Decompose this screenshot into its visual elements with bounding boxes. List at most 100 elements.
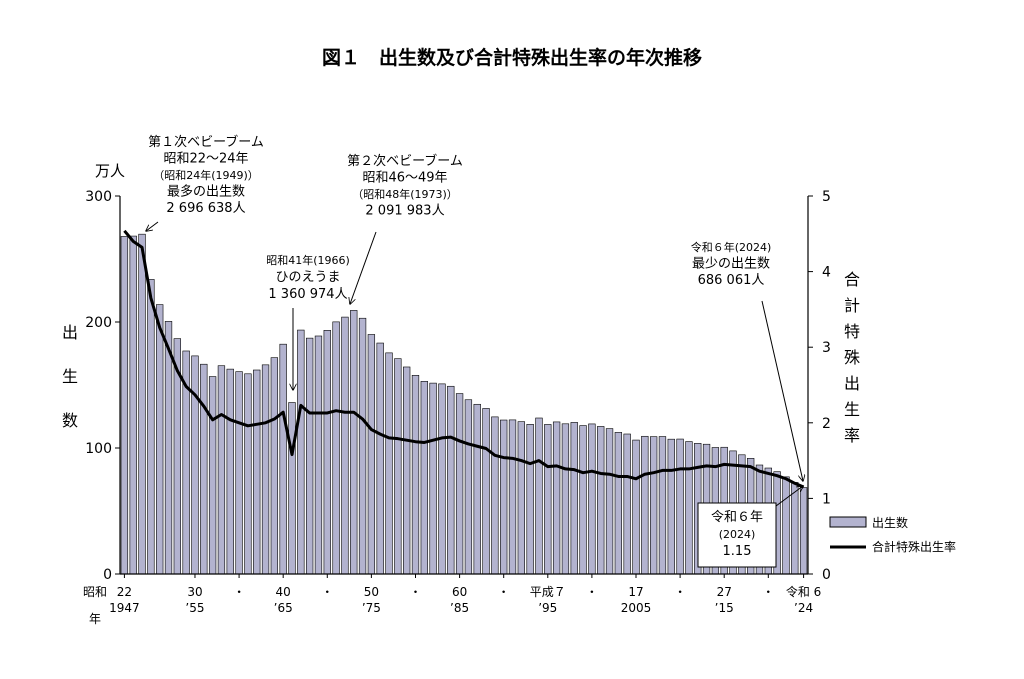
bar-2002 xyxy=(605,428,614,575)
bar-1990 xyxy=(500,419,508,575)
annotation-first-boom-line-1: 昭和22～24年 xyxy=(163,152,248,167)
annotation-hinoeuma-line-1: ひのえうま xyxy=(275,270,340,285)
axes: 0 100 200 300 0 1 2 3 4 5 xyxy=(85,189,831,583)
bar-1955 xyxy=(191,355,199,575)
legend-line-label: 合計特殊出生率 xyxy=(872,539,956,554)
xtick-western-1955: ’55 xyxy=(185,601,204,615)
bar-1959 xyxy=(226,368,234,575)
xtick-era-1990: ・ xyxy=(498,585,510,599)
ytick-label-right-5: 5 xyxy=(822,189,831,205)
annotation-first-boom-line-2: （昭和24年(1949)） xyxy=(153,168,259,182)
ytick-label-left-300: 300 xyxy=(85,189,112,205)
bar-1978 xyxy=(394,358,402,575)
ytick-label-right-4: 4 xyxy=(822,265,831,281)
xtick-era-1975: 50 xyxy=(364,585,379,599)
bar-1970 xyxy=(323,330,331,575)
annotation-2024-tfr-line-2: 1.15 xyxy=(723,544,752,559)
bar-1980 xyxy=(411,374,420,575)
bar-2008 xyxy=(658,436,667,575)
bar-1967 xyxy=(297,329,305,575)
annotation-second-boom-line-1: 昭和46～49年 xyxy=(362,171,447,186)
bar-1948 xyxy=(129,235,137,575)
annotation-hinoeuma-line-2: 1 360 974人 xyxy=(268,287,347,302)
annotation-second-boom-line-2: （昭和48年(1973)） xyxy=(352,187,458,201)
bar-1982 xyxy=(429,382,437,575)
xtick-western-1985: ’85 xyxy=(450,601,469,615)
xtick-era-1970: ・ xyxy=(321,585,333,599)
bar-1965 xyxy=(279,343,287,575)
xtick-era-2010: ・ xyxy=(674,585,686,599)
bar-2023 xyxy=(791,482,799,575)
bar-1989 xyxy=(491,416,499,575)
legend-bar-label: 出生数 xyxy=(872,515,908,530)
bar-1991 xyxy=(508,419,517,575)
ytick-label-left-100: 100 xyxy=(85,441,112,457)
bar-1993 xyxy=(526,424,534,575)
legend: 出生数 合計特殊出生率 xyxy=(829,515,956,554)
bar-1996 xyxy=(552,421,561,575)
ylabel-left-char: 数 xyxy=(62,411,78,430)
xtick-western-2005: 2005 xyxy=(621,601,652,615)
ylabel-right-char: 合 xyxy=(844,270,860,289)
annotation-2024-births-line-0: 令和６年(2024) xyxy=(691,240,772,254)
annotation-2024-tfr-box xyxy=(697,502,777,568)
ylabel-right-char: 特 xyxy=(844,322,860,341)
xtick-western-1995: ’95 xyxy=(538,601,557,615)
bar-1985 xyxy=(455,393,464,575)
xtick-era-2024: 令和 6 xyxy=(786,584,821,599)
xtick-era-2005: 17 xyxy=(628,585,643,599)
xtick-western-1975: ’75 xyxy=(362,601,381,615)
ytick-label-left-0: 0 xyxy=(103,567,112,583)
bar-1951 xyxy=(156,304,164,575)
annotation-2024-tfr-line-1: (2024) xyxy=(719,528,756,541)
bar-1994 xyxy=(535,417,543,575)
ylabel-right-char: 殊 xyxy=(844,348,860,367)
bar-1998 xyxy=(570,422,578,575)
bar-1956 xyxy=(200,363,208,575)
birth-bars xyxy=(120,233,808,575)
bar-2024 xyxy=(799,487,808,575)
xtick-era-1995: 平成７ xyxy=(530,585,566,599)
annotation-2024-births-line-2: 686 061人 xyxy=(698,273,765,288)
bar-1976 xyxy=(376,342,384,575)
ylabel-right: 合計特殊出生率 xyxy=(844,270,860,445)
annotation-second-boom-line-3: 2 091 983人 xyxy=(365,204,444,219)
bar-1969 xyxy=(314,335,323,575)
xtick-western-1965: ’65 xyxy=(274,601,293,615)
legend-bar-swatch xyxy=(829,516,867,528)
bar-1977 xyxy=(385,352,393,575)
x-corner-year: 年 xyxy=(89,612,101,626)
annotation-hinoeuma-line-0: 昭和41年(1966) xyxy=(266,253,350,267)
x-tick-labels: 22 1947 30 ’55 ・ 40 ’65 ・ 50 ’75 ・ 60 ’85 ・ 平成７ ’95 ・ 17 2… xyxy=(83,574,821,626)
bar-1957 xyxy=(208,376,217,575)
bar-1952 xyxy=(164,321,173,575)
xtick-era-2020: ・ xyxy=(762,585,774,599)
y-unit-label: 万人 xyxy=(95,162,125,180)
bar-1992 xyxy=(517,421,525,575)
bar-2000 xyxy=(588,423,596,575)
xtick-era-1985: 60 xyxy=(452,585,467,599)
xtick-era-1965: 40 xyxy=(276,585,291,599)
xtick-era-2000: ・ xyxy=(586,585,598,599)
bar-1984 xyxy=(447,385,455,575)
ylabel-right-char: 率 xyxy=(844,426,860,445)
bar-1947 xyxy=(120,236,129,575)
ytick-label-left-200: 200 xyxy=(85,315,112,331)
xtick-era-1947: 22 xyxy=(117,585,132,599)
bar-1974 xyxy=(358,317,367,575)
xtick-era-1980: ・ xyxy=(409,585,421,599)
ylabel-left-char: 生 xyxy=(62,367,78,386)
bar-2011 xyxy=(685,441,693,575)
bar-1958 xyxy=(217,365,226,575)
ytick-label-right-2: 2 xyxy=(822,416,831,432)
annotation-2024-tfr-line-0: 令和６年 xyxy=(711,510,763,525)
bar-1983 xyxy=(438,383,446,575)
xtick-western-2015: ’15 xyxy=(715,601,734,615)
annotation-first-boom-line-3: 最多の出生数 xyxy=(167,184,245,200)
ylabel-right-char: 計 xyxy=(844,296,860,315)
annotation-first-boom-line-0: 第１次ベビーブーム xyxy=(148,134,264,150)
bar-1972 xyxy=(341,316,349,575)
bar-1987 xyxy=(473,403,481,575)
ylabel-right-char: 出 xyxy=(844,374,860,393)
